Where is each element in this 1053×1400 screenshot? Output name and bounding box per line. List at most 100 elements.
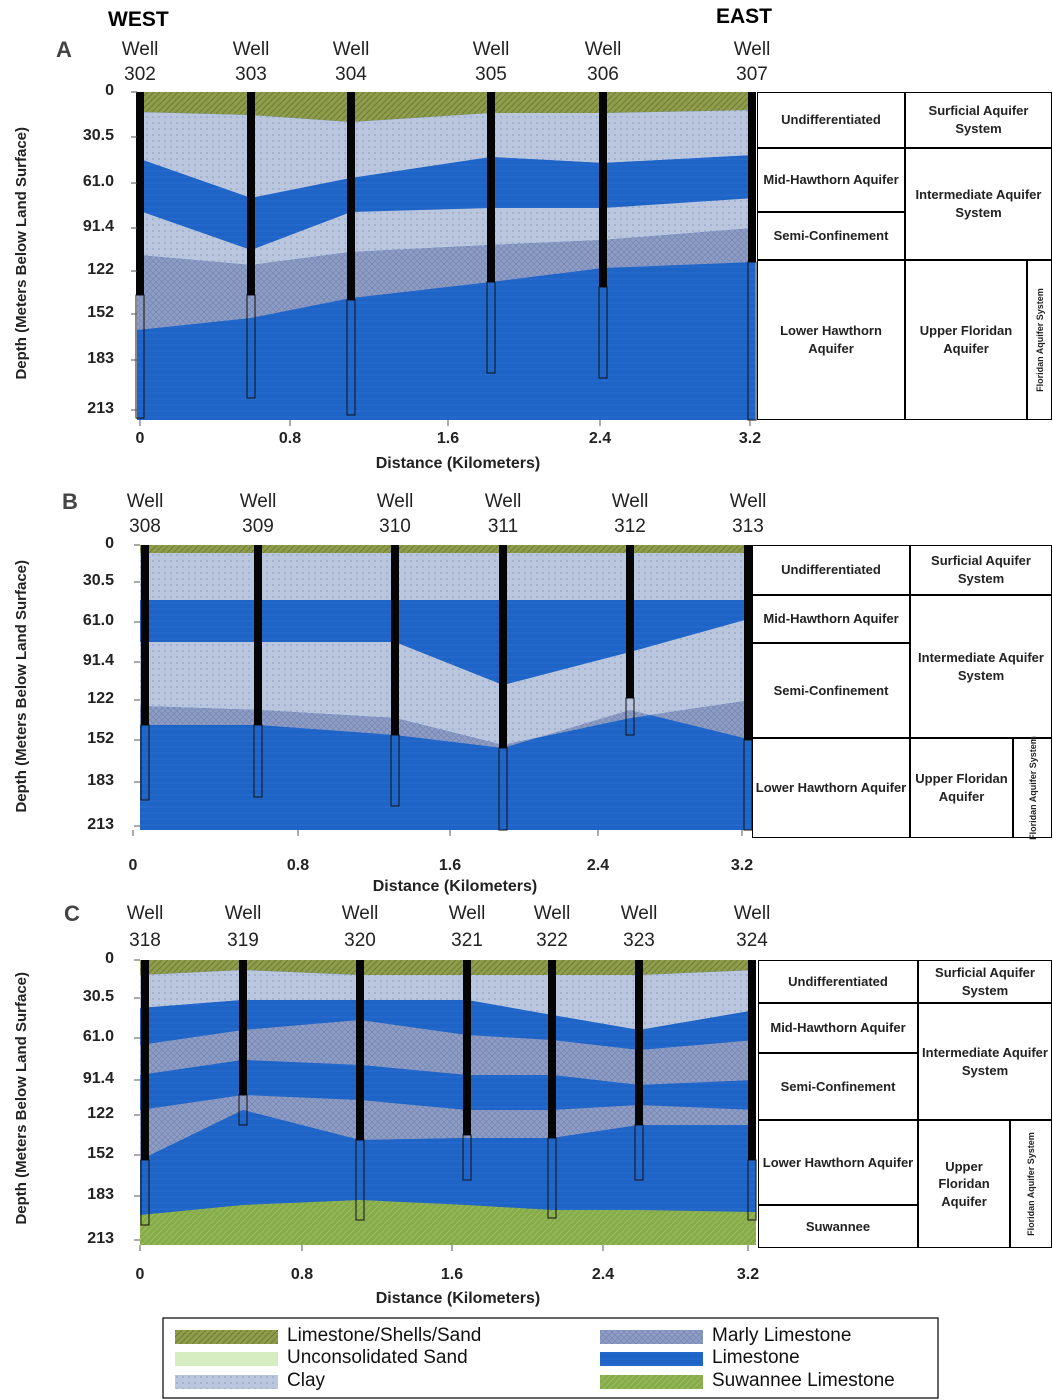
x-tick-label: 1.6 (436, 430, 460, 447)
x-tick-label: 0.8 (286, 857, 310, 874)
x-axis-label: Distance (Kilometers) (375, 1290, 541, 1307)
unit-label: Suwannee (805, 1218, 871, 1234)
strata-layer (140, 553, 752, 600)
well-label: Well (733, 903, 771, 924)
y-tick-label: 122 (87, 690, 114, 707)
unit-label: Upper Floridan Aquifer (938, 1158, 990, 1209)
unit-label: Intermediate Aquifer System (915, 187, 1042, 220)
x-axis-label: Distance (Kilometers) (375, 455, 541, 472)
strata-layer (140, 1200, 756, 1245)
unit-cell: Lower Hawthorn Aquifer (752, 738, 910, 838)
y-tick-label: 0 (105, 950, 114, 967)
unit-cell: Suwannee (758, 1205, 918, 1248)
well-casing (239, 960, 247, 1095)
x-axis-label: Distance (Kilometers) (372, 878, 538, 895)
west-label: WEST (108, 8, 169, 31)
well-casing (141, 545, 149, 725)
well-label: Well (232, 39, 270, 60)
x-tick-label: 0.8 (278, 430, 302, 447)
unit-label: Intermediate Aquifer System (918, 649, 1044, 683)
legend-label: Limestone/Shells/Sand (287, 1325, 482, 1346)
well-number: 308 (129, 516, 161, 537)
unit-cell: Intermediate Aquifer System (905, 148, 1052, 260)
well-label: Well (472, 39, 510, 60)
strata-layer (140, 960, 756, 975)
well-label: Well (484, 491, 522, 512)
unit-label: Floridan Aquifer System (1027, 736, 1038, 840)
unit-cell: Mid-Hawthorn Aquifer (758, 1003, 918, 1053)
well-number: 305 (475, 64, 507, 85)
well-casing (356, 960, 364, 1140)
legend-swatch (600, 1375, 703, 1389)
unit-cell: Lower Hawthorn Aquifer (758, 1120, 918, 1205)
unit-cell: Surficial Aquifer System (918, 960, 1052, 1003)
unit-cell: Upper Floridan Aquifer (918, 1120, 1010, 1248)
well-label: Well (733, 39, 771, 60)
well-label: Well (126, 903, 164, 924)
unit-cell: Floridan Aquifer System (1010, 1120, 1052, 1248)
unit-label: Undifferentiated (781, 112, 881, 128)
unit-cell: Mid-Hawthorn Aquifer (752, 595, 910, 643)
legend-swatch (600, 1352, 703, 1366)
well-number: 321 (451, 930, 483, 951)
y-tick-label: 30.5 (82, 572, 114, 589)
unit-label: Floridan Aquifer System (1025, 1132, 1036, 1236)
x-tick-label: 2.4 (588, 430, 612, 447)
well-casing (141, 960, 149, 1160)
legend-label: Clay (287, 1370, 326, 1391)
strata-layer (140, 1095, 756, 1160)
east-label: EAST (716, 5, 773, 28)
unit-label: Floridan Aquifer System (1034, 288, 1045, 392)
legend-label: Suwannee Limestone (712, 1370, 895, 1391)
unit-label: Mid-Hawthorn Aquifer (770, 1020, 906, 1036)
x-tick-label: 0 (135, 430, 145, 447)
well-label: Well (224, 903, 262, 924)
y-tick-label: 61.0 (82, 612, 114, 629)
y-tick-label: 152 (87, 304, 114, 321)
y-tick-label: 0 (105, 535, 114, 552)
unit-cell: Intermediate Aquifer System (918, 1003, 1052, 1120)
unit-cell: Mid-Hawthorn Aquifer (757, 148, 905, 212)
unit-cell: Intermediate Aquifer System (910, 595, 1052, 738)
y-tick-label: 30.5 (82, 127, 114, 144)
well-casing (136, 92, 144, 295)
strata-layer (140, 1110, 756, 1215)
well-label: Well (121, 39, 159, 60)
unit-cell: Surficial Aquifer System (905, 92, 1052, 148)
well-label: Well (611, 491, 649, 512)
well-number: 306 (587, 64, 619, 85)
unit-cell: Upper Floridan Aquifer (910, 738, 1013, 838)
well-number: 309 (242, 516, 274, 537)
unit-label: Upper Floridan Aquifer (919, 323, 1013, 356)
well-number: 322 (536, 930, 568, 951)
well-number: 313 (732, 516, 764, 537)
well-number: 312 (614, 516, 646, 537)
well-number: 319 (227, 930, 259, 951)
well-number: 324 (736, 930, 768, 951)
well-casing (548, 960, 556, 1138)
strata-layer (140, 545, 752, 553)
unit-cell: Semi-Confinement (757, 212, 905, 260)
x-tick-label: 0 (135, 1266, 145, 1283)
x-tick-label: 2.4 (591, 1266, 615, 1283)
well-casing (748, 92, 756, 262)
legend-box (162, 1317, 939, 1399)
unit-label: Lower Hawthorn Aquifer (780, 323, 882, 356)
well-label: Well (620, 903, 658, 924)
unit-label: Surficial Aquifer System (928, 103, 1029, 136)
unit-label: Upper Floridan Aquifer (915, 771, 1008, 804)
y-tick-label: 213 (87, 1230, 114, 1247)
well-label: Well (729, 491, 767, 512)
well-casing (744, 545, 752, 740)
well-casing (247, 92, 255, 295)
legend-label: Limestone (712, 1347, 800, 1368)
legend-label: Unconsolidated Sand (287, 1347, 468, 1368)
y-tick-label: 91.4 (82, 652, 114, 669)
strata-layer (140, 700, 752, 748)
well-casing (254, 545, 262, 725)
y-tick-label: 30.5 (82, 988, 114, 1005)
well-casing (347, 92, 355, 300)
legend-swatch (175, 1375, 278, 1389)
